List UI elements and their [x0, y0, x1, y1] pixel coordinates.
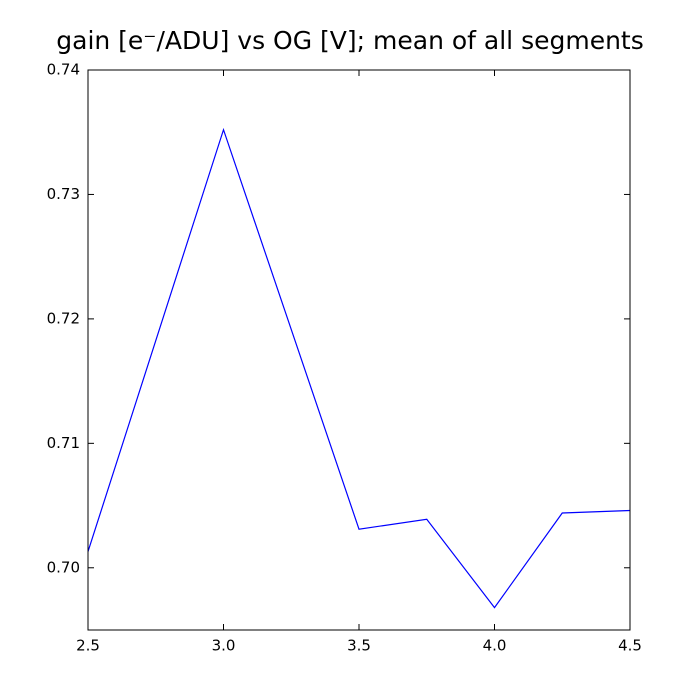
- y-tick-label: 0.74: [47, 61, 80, 79]
- y-tick-label: 0.73: [47, 185, 80, 203]
- chart-title: gain [e⁻/ADU] vs OG [V]; mean of all seg…: [56, 26, 644, 55]
- x-tick-label: 2.5: [76, 637, 100, 655]
- y-tick-label: 0.70: [47, 558, 80, 576]
- line: [87, 127, 631, 609]
- y-tick-label: 0.71: [47, 434, 80, 452]
- x-tick-label: 3.5: [347, 637, 371, 655]
- x-tick-label: 4.0: [483, 637, 507, 655]
- x-tick-label: 3.0: [212, 637, 236, 655]
- y-tick-label: 0.72: [47, 309, 80, 327]
- x-tick-label: 4.5: [618, 637, 642, 655]
- plot-frame: [87, 69, 631, 631]
